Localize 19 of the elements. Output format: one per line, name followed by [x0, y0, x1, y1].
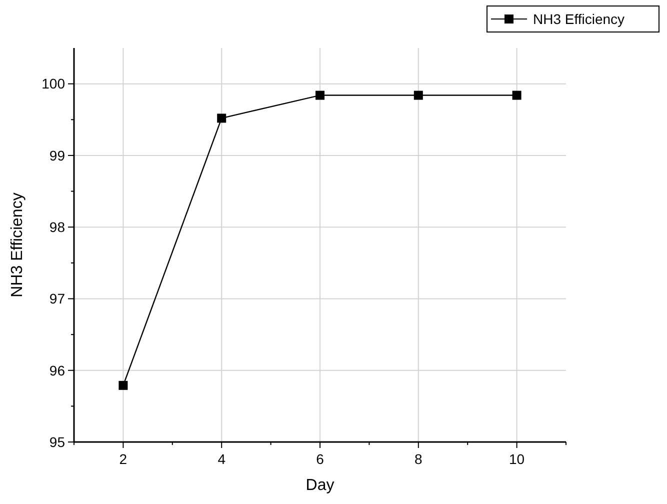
point — [414, 90, 423, 100]
y-tick-label: 96 — [49, 362, 66, 378]
point — [316, 90, 324, 100]
point — [217, 114, 226, 123]
legend-label: NH3 Efficiency — [533, 10, 625, 27]
x-axis-title: Day — [306, 477, 334, 494]
y-tick-label: 99 — [49, 147, 66, 164]
y-axis-title: NH3 Efficiency — [9, 192, 26, 298]
x-tick-label: 8 — [414, 451, 422, 467]
x-tick-label: 10 — [509, 451, 525, 467]
x-tick-label: 2 — [119, 451, 128, 467]
point — [118, 380, 128, 390]
y-tick-label: 98 — [49, 218, 66, 235]
y-tick-label: 95 — [49, 434, 66, 450]
y-tick-label: 100 — [42, 76, 66, 92]
y-tick-label: 97 — [49, 290, 66, 307]
point — [512, 90, 522, 100]
x-tick-label: 4 — [218, 451, 226, 467]
x-tick-label: 6 — [316, 451, 324, 467]
